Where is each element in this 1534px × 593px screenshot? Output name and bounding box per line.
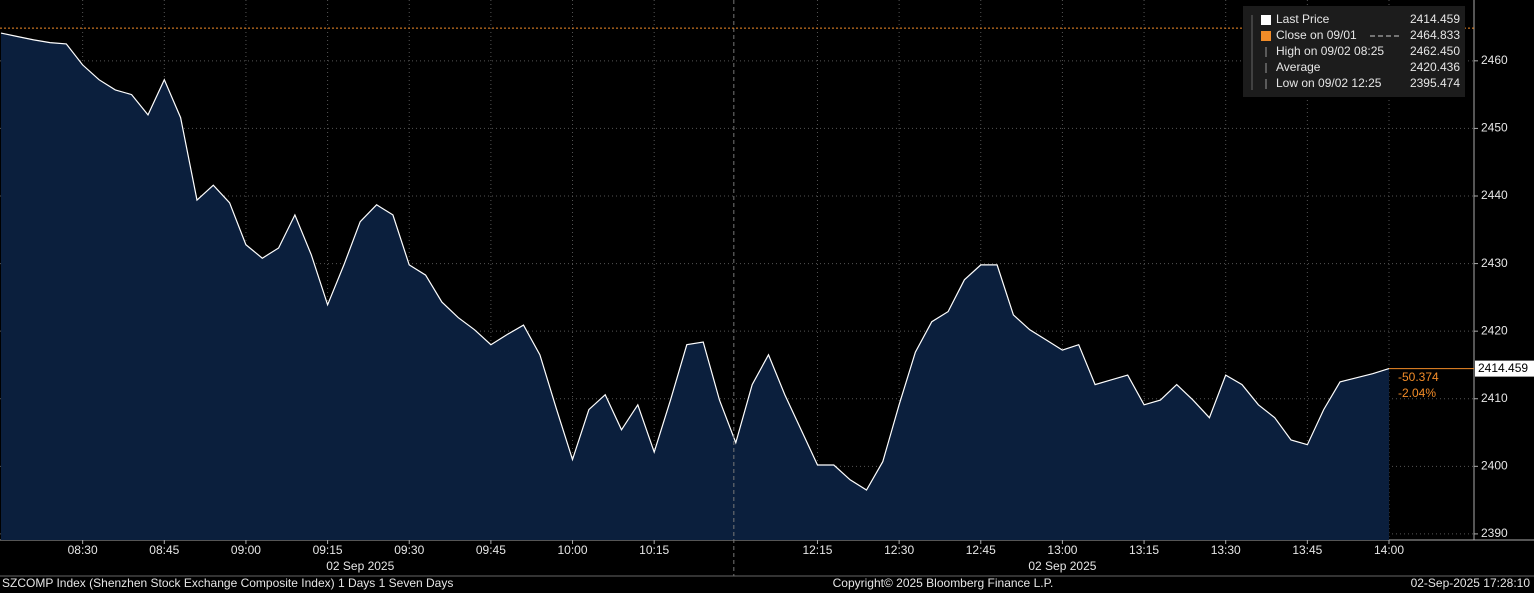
legend-label: Last Price [1276,12,1330,26]
y-tick-label: 2440 [1481,188,1508,202]
x-tick-label: 08:45 [149,543,179,557]
y-tick-label: 2460 [1481,53,1508,67]
x-tick-label: 13:45 [1292,543,1322,557]
x-tick-label: 13:30 [1211,543,1241,557]
date-label: 02 Sep 2025 [1028,559,1096,573]
legend-label: High on 09/02 08:25 [1276,44,1384,58]
footer-center: Copyright© 2025 Bloomberg Finance L.P. [833,576,1054,590]
legend-value: 2464.833 [1410,28,1460,42]
footer-left: SZCOMP Index (Shenzhen Stock Exchange Co… [2,576,453,590]
x-tick-label: 10:00 [558,543,588,557]
legend-value: 2462.450 [1410,44,1460,58]
x-tick-label: 09:15 [313,543,343,557]
y-tick-label: 2420 [1481,323,1508,337]
legend-label: Close on 09/01 [1276,28,1357,42]
last-price-tag [1475,360,1534,377]
y-tick-label: 2410 [1481,391,1508,405]
y-tick-label: 2450 [1481,121,1508,135]
x-tick-label: 12:15 [802,543,832,557]
y-tick-label: 2400 [1481,459,1508,473]
x-tick-label: 09:30 [394,543,424,557]
x-tick-label: 12:30 [884,543,914,557]
area [1,33,1389,540]
legend-box [1243,6,1465,97]
change-pct-label: -2.04% [1398,386,1436,400]
data-layer [0,32,1390,540]
x-tick-label: 13:15 [1129,543,1159,557]
legend-label: Average [1276,60,1321,74]
y-tick-label: 2430 [1481,256,1508,270]
x-tick-label: 14:00 [1374,543,1404,557]
legend: Last Price 2414.459 Close on 09/01 2464.833… [1243,6,1465,97]
legend-label: Low on 09/02 12:25 [1276,76,1382,90]
change-label: -50.374 [1398,370,1439,384]
legend-value: 2395.474 [1410,76,1460,90]
legend-value: 2414.459 [1410,12,1460,26]
date-label: 02 Sep 2025 [326,559,394,573]
x-tick-label: 09:00 [231,543,261,557]
x-tick-label: 08:30 [68,543,98,557]
footer-right: 02-Sep-2025 17:28:10 [1411,576,1531,590]
legend-value: 2420.436 [1410,60,1460,74]
legend-swatch [1261,31,1271,41]
x-tick-label: 09:45 [476,543,506,557]
legend-swatch [1261,15,1271,25]
x-tick-label: 13:00 [1047,543,1077,557]
x-tick-label: 10:15 [639,543,669,557]
y-tick-label: 2390 [1481,526,1508,540]
x-tick-label: 12:45 [966,543,996,557]
last-price-label: 2414.459 [1478,361,1528,375]
line [0,32,1390,491]
